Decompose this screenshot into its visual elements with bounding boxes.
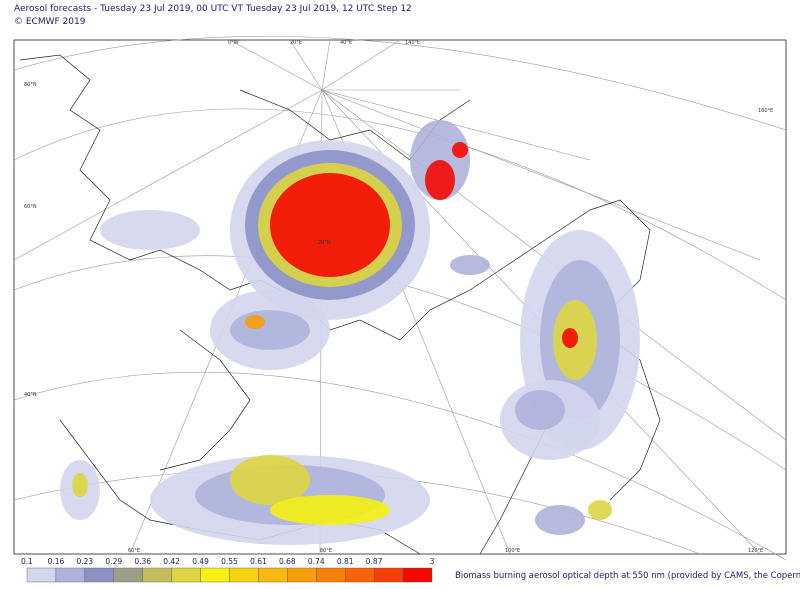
colorbar-label: 0.42 — [163, 557, 180, 566]
colorbar-label: 0.29 — [105, 557, 122, 566]
colorbar-label: 0.16 — [48, 557, 65, 566]
graticule-label: 80°N — [24, 82, 37, 88]
colorbar-label: 0.49 — [192, 557, 209, 566]
graticule-label: 40°E — [340, 40, 352, 46]
colorbar-swatch — [229, 567, 259, 583]
graticule-label: 60°E — [128, 548, 140, 554]
graticule-label: 100°E — [505, 548, 520, 554]
colorbar-label: 0.61 — [250, 557, 267, 566]
colorbar-swatch — [200, 567, 230, 583]
aerosol-plume — [270, 173, 390, 277]
colorbar-swatch — [373, 567, 404, 583]
colorbar-label: 0.74 — [308, 557, 325, 566]
colorbar-label: 0.87 — [366, 557, 383, 566]
aerosol-plume — [230, 455, 310, 505]
colorbar-swatch — [171, 567, 201, 583]
aerosol-plume — [450, 255, 490, 275]
aerosol-plume — [515, 390, 565, 430]
aerosol-plume — [452, 142, 468, 158]
graticule-label: 0°W — [228, 40, 239, 46]
colorbar-swatch — [113, 567, 143, 583]
graticule-label: 80°E — [320, 548, 332, 554]
colorbar-label: 0.36 — [134, 557, 151, 566]
aerosol-plume — [230, 310, 310, 350]
colorbar-swatch — [258, 567, 288, 583]
graticule-label: 140°E — [405, 40, 420, 46]
graticule-label: 160°E — [758, 108, 773, 114]
aerosol-plume — [588, 500, 612, 520]
aerosol-plume — [425, 160, 455, 200]
colorbar-swatch — [55, 567, 86, 583]
map-frame — [13, 39, 787, 555]
colorbar-swatch — [316, 567, 346, 583]
copyright: © ECMWF 2019 — [14, 17, 86, 27]
colorbar: 0.1 0.16 0.23 0.29 0.36 0.42 0.49 0.55 0.61 0.68 0… — [21, 557, 435, 583]
colorbar-label: 0.68 — [279, 557, 296, 566]
graticule-label: 20°N — [318, 240, 331, 246]
colorbar-label: 0.81 — [337, 557, 354, 566]
colorbar-swatch — [287, 567, 317, 583]
colorbar-swatch — [26, 567, 57, 583]
graticule-label: 120°E — [748, 548, 763, 554]
aerosol-plume — [535, 505, 585, 535]
colorbar-swatch — [142, 567, 172, 583]
aerosol-field — [60, 120, 640, 545]
aerosol-plume — [100, 210, 200, 250]
colorbar-swatch — [402, 567, 433, 583]
graticule-label: 60°N — [24, 204, 37, 210]
colorbar-swatch — [345, 567, 375, 583]
colorbar-label: 0.23 — [77, 557, 94, 566]
aerosol-plume — [245, 315, 265, 329]
aerosol-plume — [72, 473, 88, 497]
graticule-label: 40°N — [24, 392, 37, 398]
graticule-label: 20°E — [290, 40, 302, 46]
title: Aerosol forecasts - Tuesday 23 Jul 2019,… — [14, 4, 412, 14]
colorbar-label: 3 — [430, 557, 435, 566]
colorbar-label: 0.55 — [221, 557, 238, 566]
colorbar-label: 0.1 — [21, 557, 33, 566]
aerosol-plume — [562, 328, 578, 348]
aerosol-plume — [270, 495, 390, 525]
colorbar-swatch — [84, 567, 114, 583]
colorbar-caption: Biomass burning aerosol optical depth at… — [455, 571, 800, 581]
